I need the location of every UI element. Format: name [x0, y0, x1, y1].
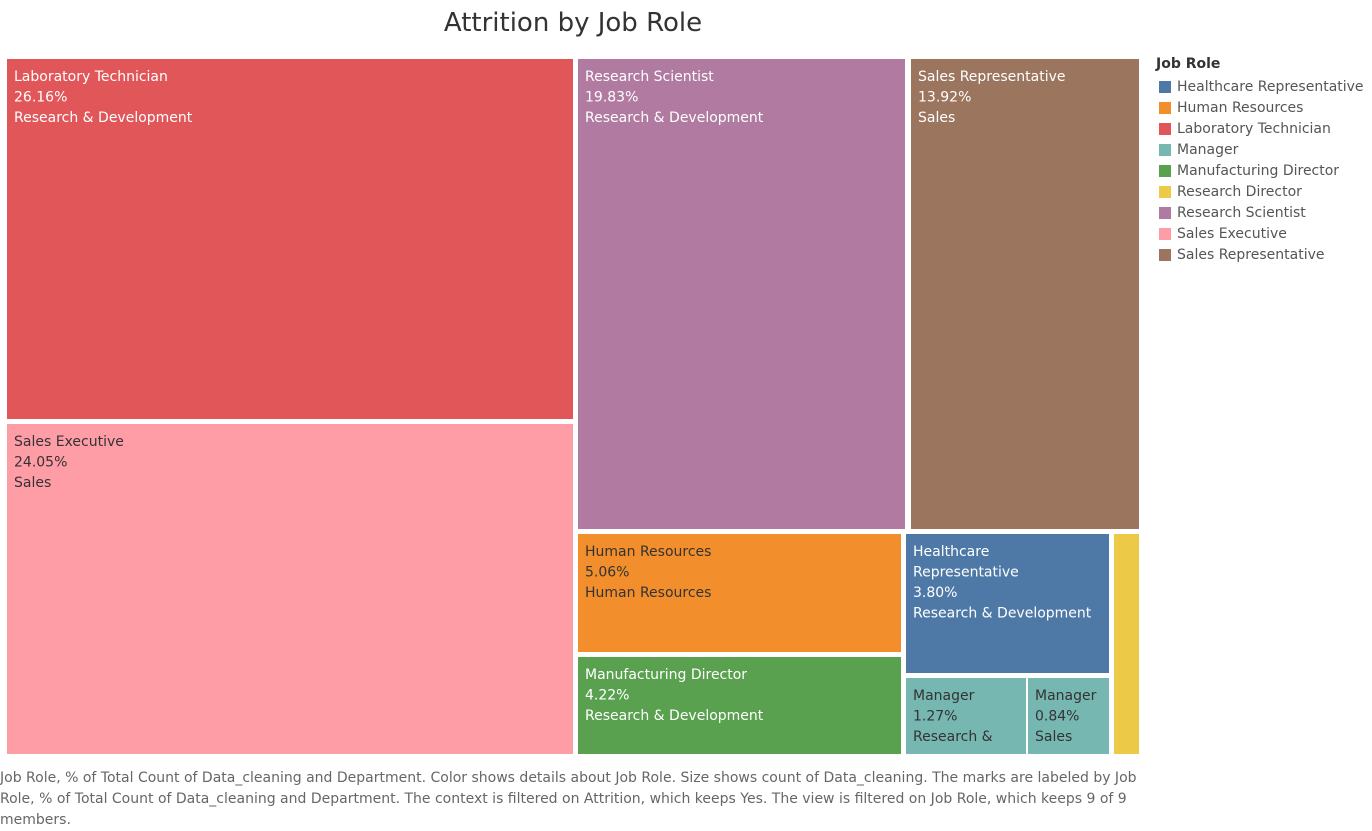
legend-label: Laboratory Technician	[1177, 120, 1331, 137]
legend-items: Healthcare Representative Human Resources…	[1156, 76, 1372, 265]
legend-label: Human Resources	[1177, 99, 1304, 116]
treemap-tile-manufacturing-director[interactable]	[578, 657, 901, 754]
tile-label-human-resources-dept: Human Resources	[585, 585, 711, 601]
chart-caption: Job Role, % of Total Count of Data_clean…	[0, 770, 1137, 828]
treemap: Laboratory Technician 26.16% Research & De…	[7, 59, 1139, 754]
legend-swatch	[1159, 185, 1171, 198]
legend-item-healthcare-representative[interactable]: Healthcare Representative	[1156, 76, 1372, 97]
chart-title: Attrition by Job Role	[443, 8, 703, 38]
tile-label-research-scientist-pct: 19.83%	[585, 90, 638, 106]
legend-swatch	[1159, 101, 1171, 114]
treemap-tile-manager-rd[interactable]	[906, 678, 1026, 754]
legend-item-research-director[interactable]: Research Director	[1156, 181, 1372, 202]
tile-label-manager-sales-dept: Sales	[1035, 729, 1072, 745]
legend-item-manufacturing-director[interactable]: Manufacturing Director	[1156, 160, 1372, 181]
treemap-tile-healthcare-representative[interactable]	[906, 534, 1109, 673]
legend-item-human-resources[interactable]: Human Resources	[1156, 97, 1372, 118]
legend-item-sales-executive[interactable]: Sales Executive	[1156, 223, 1372, 244]
legend-swatch	[1159, 227, 1171, 240]
legend-swatch	[1159, 206, 1171, 219]
tile-label-manufacturing-director-role: Manufacturing Director	[585, 667, 747, 683]
treemap-tile-sales-executive[interactable]	[7, 424, 573, 754]
legend-label: Sales Representative	[1177, 246, 1325, 263]
tile-label-research-scientist-role: Research Scientist	[585, 69, 714, 85]
legend-label: Manufacturing Director	[1177, 162, 1340, 179]
tile-label-research-scientist-dept: Research & Development	[585, 110, 764, 126]
legend-swatch	[1159, 122, 1171, 135]
legend-swatch	[1159, 248, 1171, 261]
legend-title: Job Role	[1156, 56, 1221, 72]
tile-label-sales-representative-pct: 13.92%	[918, 90, 971, 106]
tile-label-healthcare-representative-pct: 3.80%	[913, 585, 957, 601]
tile-label-manager-rd-pct: 1.27%	[913, 709, 957, 725]
legend-item-sales-representative[interactable]: Sales Representative	[1156, 244, 1372, 265]
legend-label: Research Director	[1177, 183, 1302, 200]
treemap-tile-manager-sales[interactable]	[1028, 678, 1109, 754]
legend: Job Role Healthcare Representative Human …	[1156, 56, 1372, 265]
legend-swatch	[1159, 143, 1171, 156]
tile-label-manager-rd-dept: Research &	[913, 729, 993, 745]
tile-label-healthcare-representative-dept: Research & Development	[913, 606, 1092, 622]
legend-item-research-scientist[interactable]: Research Scientist	[1156, 202, 1372, 223]
tile-label-manager-sales-role: Manager	[1035, 688, 1097, 704]
tile-label-sales-executive-dept: Sales	[14, 475, 51, 491]
legend-swatch	[1159, 164, 1171, 177]
legend-swatch	[1159, 80, 1171, 93]
tile-label-sales-executive-pct: 24.05%	[14, 455, 67, 471]
tile-label-healthcare-representative-role0: Healthcare	[913, 544, 989, 560]
legend-label: Research Scientist	[1177, 204, 1306, 221]
tile-label-laboratory-technician-role: Laboratory Technician	[14, 69, 168, 85]
tile-label-laboratory-technician-dept: Research & Development	[14, 110, 193, 126]
tile-label-human-resources-role: Human Resources	[585, 544, 711, 560]
tile-label-healthcare-representative-role1: Representative	[913, 565, 1019, 581]
legend-label: Healthcare Representative	[1177, 78, 1364, 95]
legend-item-manager[interactable]: Manager	[1156, 139, 1372, 160]
tile-label-manufacturing-director-dept: Research & Development	[585, 708, 764, 724]
legend-item-laboratory-technician[interactable]: Laboratory Technician	[1156, 118, 1372, 139]
treemap-tile-research-director[interactable]	[1114, 534, 1139, 754]
tile-label-manager-sales-pct: 0.84%	[1035, 709, 1079, 725]
tile-label-manager-rd-role: Manager	[913, 688, 975, 704]
tile-label-laboratory-technician-pct: 26.16%	[14, 90, 67, 106]
legend-label: Sales Executive	[1177, 225, 1287, 242]
tile-label-manufacturing-director-pct: 4.22%	[585, 688, 629, 704]
tile-label-sales-representative-dept: Sales	[918, 110, 955, 126]
tile-label-sales-representative-role: Sales Representative	[918, 69, 1066, 85]
tile-label-sales-executive-role: Sales Executive	[14, 434, 124, 450]
treemap-tile-sales-representative[interactable]	[911, 59, 1139, 529]
tile-label-human-resources-pct: 5.06%	[585, 565, 629, 581]
legend-label: Manager	[1177, 141, 1239, 158]
treemap-tile-human-resources[interactable]	[578, 534, 901, 652]
treemap-tile-research-scientist[interactable]	[578, 59, 905, 529]
treemap-tile-laboratory-technician[interactable]	[7, 59, 573, 419]
